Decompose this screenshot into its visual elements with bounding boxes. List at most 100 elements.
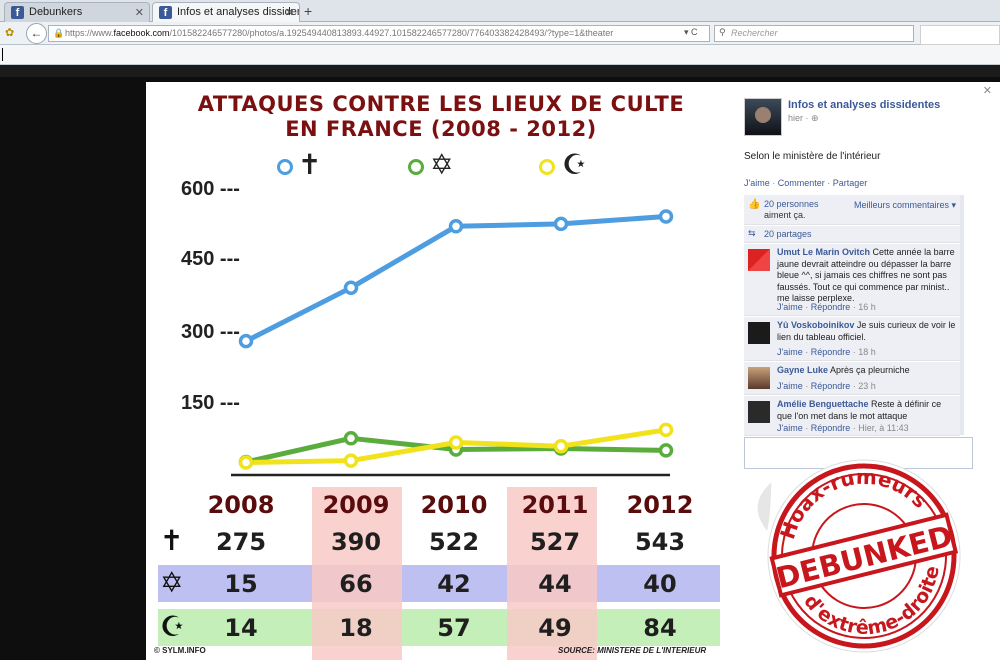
share-icon: ⇆ [748, 228, 756, 238]
comment-like-link[interactable]: J'aime [777, 381, 803, 391]
comment-reply-link[interactable]: Répondre [810, 381, 851, 391]
data-point-series-1 [658, 443, 674, 458]
comment-like-link[interactable]: J'aime [777, 302, 803, 312]
infographic-photo[interactable]: ATTAQUES CONTRE LES LIEUX DE CULTE EN FR… [146, 82, 736, 660]
comment: Gayne Luke Après ça pleurniche J'aime · … [744, 362, 960, 395]
commenter-avatar[interactable] [748, 249, 770, 271]
post-text: Selon le ministère de l'intérieur [744, 151, 881, 162]
credit-left: © SYLM.INFO [154, 646, 206, 655]
legend-cross-icon: ✝ [298, 149, 322, 180]
comment-link[interactable]: Commenter [777, 178, 825, 188]
commenter-avatar[interactable] [748, 401, 770, 423]
y-tick-label: 600 --- [181, 178, 240, 200]
comment-reply-link[interactable]: Répondre [810, 302, 851, 312]
likes-suffix: aiment ça. [764, 210, 806, 220]
table-cell: 543 [634, 528, 686, 556]
tab-label: Debunkers [29, 6, 83, 18]
credit-source: SOURCE: MINISTERE DE L'INTERIEUR [558, 646, 707, 655]
y-tick-label: 300 --- [181, 321, 240, 343]
url-path: /10158224657728­0/photos/a.1925494408138… [169, 28, 614, 38]
addon-icon[interactable]: ✿ [5, 27, 15, 39]
likes-count-link[interactable]: 20 personnes [764, 199, 819, 209]
text-cursor [2, 48, 3, 61]
tab-debunkers[interactable]: f Debunkers ✕ [4, 2, 150, 22]
comment-author[interactable]: Umut Le Marin Ovitch [777, 247, 871, 257]
back-button[interactable]: ← [26, 23, 47, 44]
comment-reply-link[interactable]: Répondre [810, 423, 851, 433]
likes-summary: 👍 20 personnes aiment ça. Meilleurs comme… [744, 195, 960, 225]
comment-time: 18 h [858, 347, 876, 357]
close-icon[interactable]: ✕ [982, 85, 992, 97]
new-tab-button[interactable]: + [304, 3, 313, 19]
page-name-link[interactable]: Infos et analyses dissidentes [788, 99, 941, 111]
toolbar-blank-area [920, 25, 1000, 45]
tab-infos-dissidentes[interactable]: f Infos et analyses dissidentes ✕ [152, 2, 300, 22]
search-placeholder: Rechercher [731, 28, 778, 38]
line-chart [231, 209, 674, 477]
facebook-icon: f [11, 6, 24, 19]
like-link[interactable]: J'aime [744, 178, 770, 188]
comment-reply-link[interactable]: Répondre [810, 347, 851, 357]
page-avatar[interactable] [744, 98, 782, 136]
close-icon[interactable]: ✕ [284, 7, 294, 19]
legend-star-of-david-icon: ✡ [430, 149, 454, 180]
comment-time: Hier, à 11:43 [858, 423, 909, 433]
data-point-series-0 [238, 333, 254, 349]
post-actions: J'aime · Commenter · Partager [744, 178, 868, 188]
data-point-series-2 [448, 435, 464, 450]
y-tick-label: 450 --- [181, 248, 240, 270]
table-cell: 40 [643, 570, 677, 598]
table-cell: 84 [643, 614, 677, 642]
comments-scrollbar[interactable] [960, 195, 964, 435]
url-bar[interactable]: 🔒 https://www.facebook.com/1015822465772… [48, 25, 710, 42]
commenter-avatar[interactable] [748, 322, 770, 344]
comment-like-link[interactable]: J'aime [777, 347, 803, 357]
series-line-0 [244, 214, 667, 344]
data-point-series-2 [658, 422, 674, 438]
comment-author[interactable]: Yû Voskoboinikov [777, 320, 855, 330]
year-label: 2012 [626, 491, 694, 519]
table-cell: 44 [538, 570, 572, 598]
reload-icon[interactable]: ▾ C [684, 27, 698, 37]
row-crescent-icon: ☪ [160, 611, 186, 642]
year-label: 2010 [420, 491, 488, 519]
legend-marker-jewish [408, 159, 424, 175]
post-time: hier · ⊕ [788, 113, 819, 123]
comment-text: Cette année la barre jaune devrait attei… [777, 247, 955, 303]
commenter-avatar[interactable] [748, 367, 770, 389]
table-cell: 527 [529, 528, 581, 556]
url-domain: facebook.com [113, 28, 170, 38]
table-cell: 57 [437, 614, 471, 642]
thumbs-up-icon: 👍 [748, 199, 761, 210]
table-cell: 18 [339, 614, 373, 642]
url-prefix: https://www. [65, 28, 114, 38]
year-label: 2009 [322, 491, 390, 519]
row-band-jewish [158, 565, 720, 602]
data-point-series-0 [448, 219, 464, 234]
table-cell: 66 [339, 570, 373, 598]
search-input[interactable]: ⚲ Rechercher [714, 25, 914, 42]
comment-author[interactable]: Gayne Luke [777, 365, 829, 375]
data-point-series-1 [343, 431, 359, 446]
best-comments-dropdown[interactable]: Meilleurs commentaires ▾ [853, 200, 956, 210]
tab-bar: f Debunkers ✕ f Infos et analyses dissid… [0, 0, 1000, 22]
share-link[interactable]: Partager [832, 178, 868, 188]
data-point-series-0 [658, 209, 674, 224]
debunked-stamp: Hoax-rumeurs DEBUNKED d'extrême-droite [752, 448, 982, 660]
table-cell: 275 [215, 528, 267, 556]
comment-like-link[interactable]: J'aime [777, 423, 803, 433]
theater-overlay-strip [0, 65, 1000, 77]
data-point-series-2 [343, 453, 359, 468]
year-label: 2008 [207, 491, 275, 519]
comment-author[interactable]: Amélie Benguettache [777, 399, 869, 409]
close-icon[interactable]: ✕ [134, 7, 144, 19]
y-tick-label: 150 --- [181, 392, 240, 414]
facebook-icon: f [159, 6, 172, 19]
shares-link[interactable]: 20 partages [764, 229, 812, 239]
legend-marker-christian [277, 159, 293, 175]
comment-text: Je suis curieux de voir le lien du table… [777, 320, 956, 342]
table-cell: 390 [330, 528, 382, 556]
data-point-series-2 [238, 455, 254, 470]
year-label: 2011 [521, 491, 589, 519]
table-cell: 522 [428, 528, 480, 556]
